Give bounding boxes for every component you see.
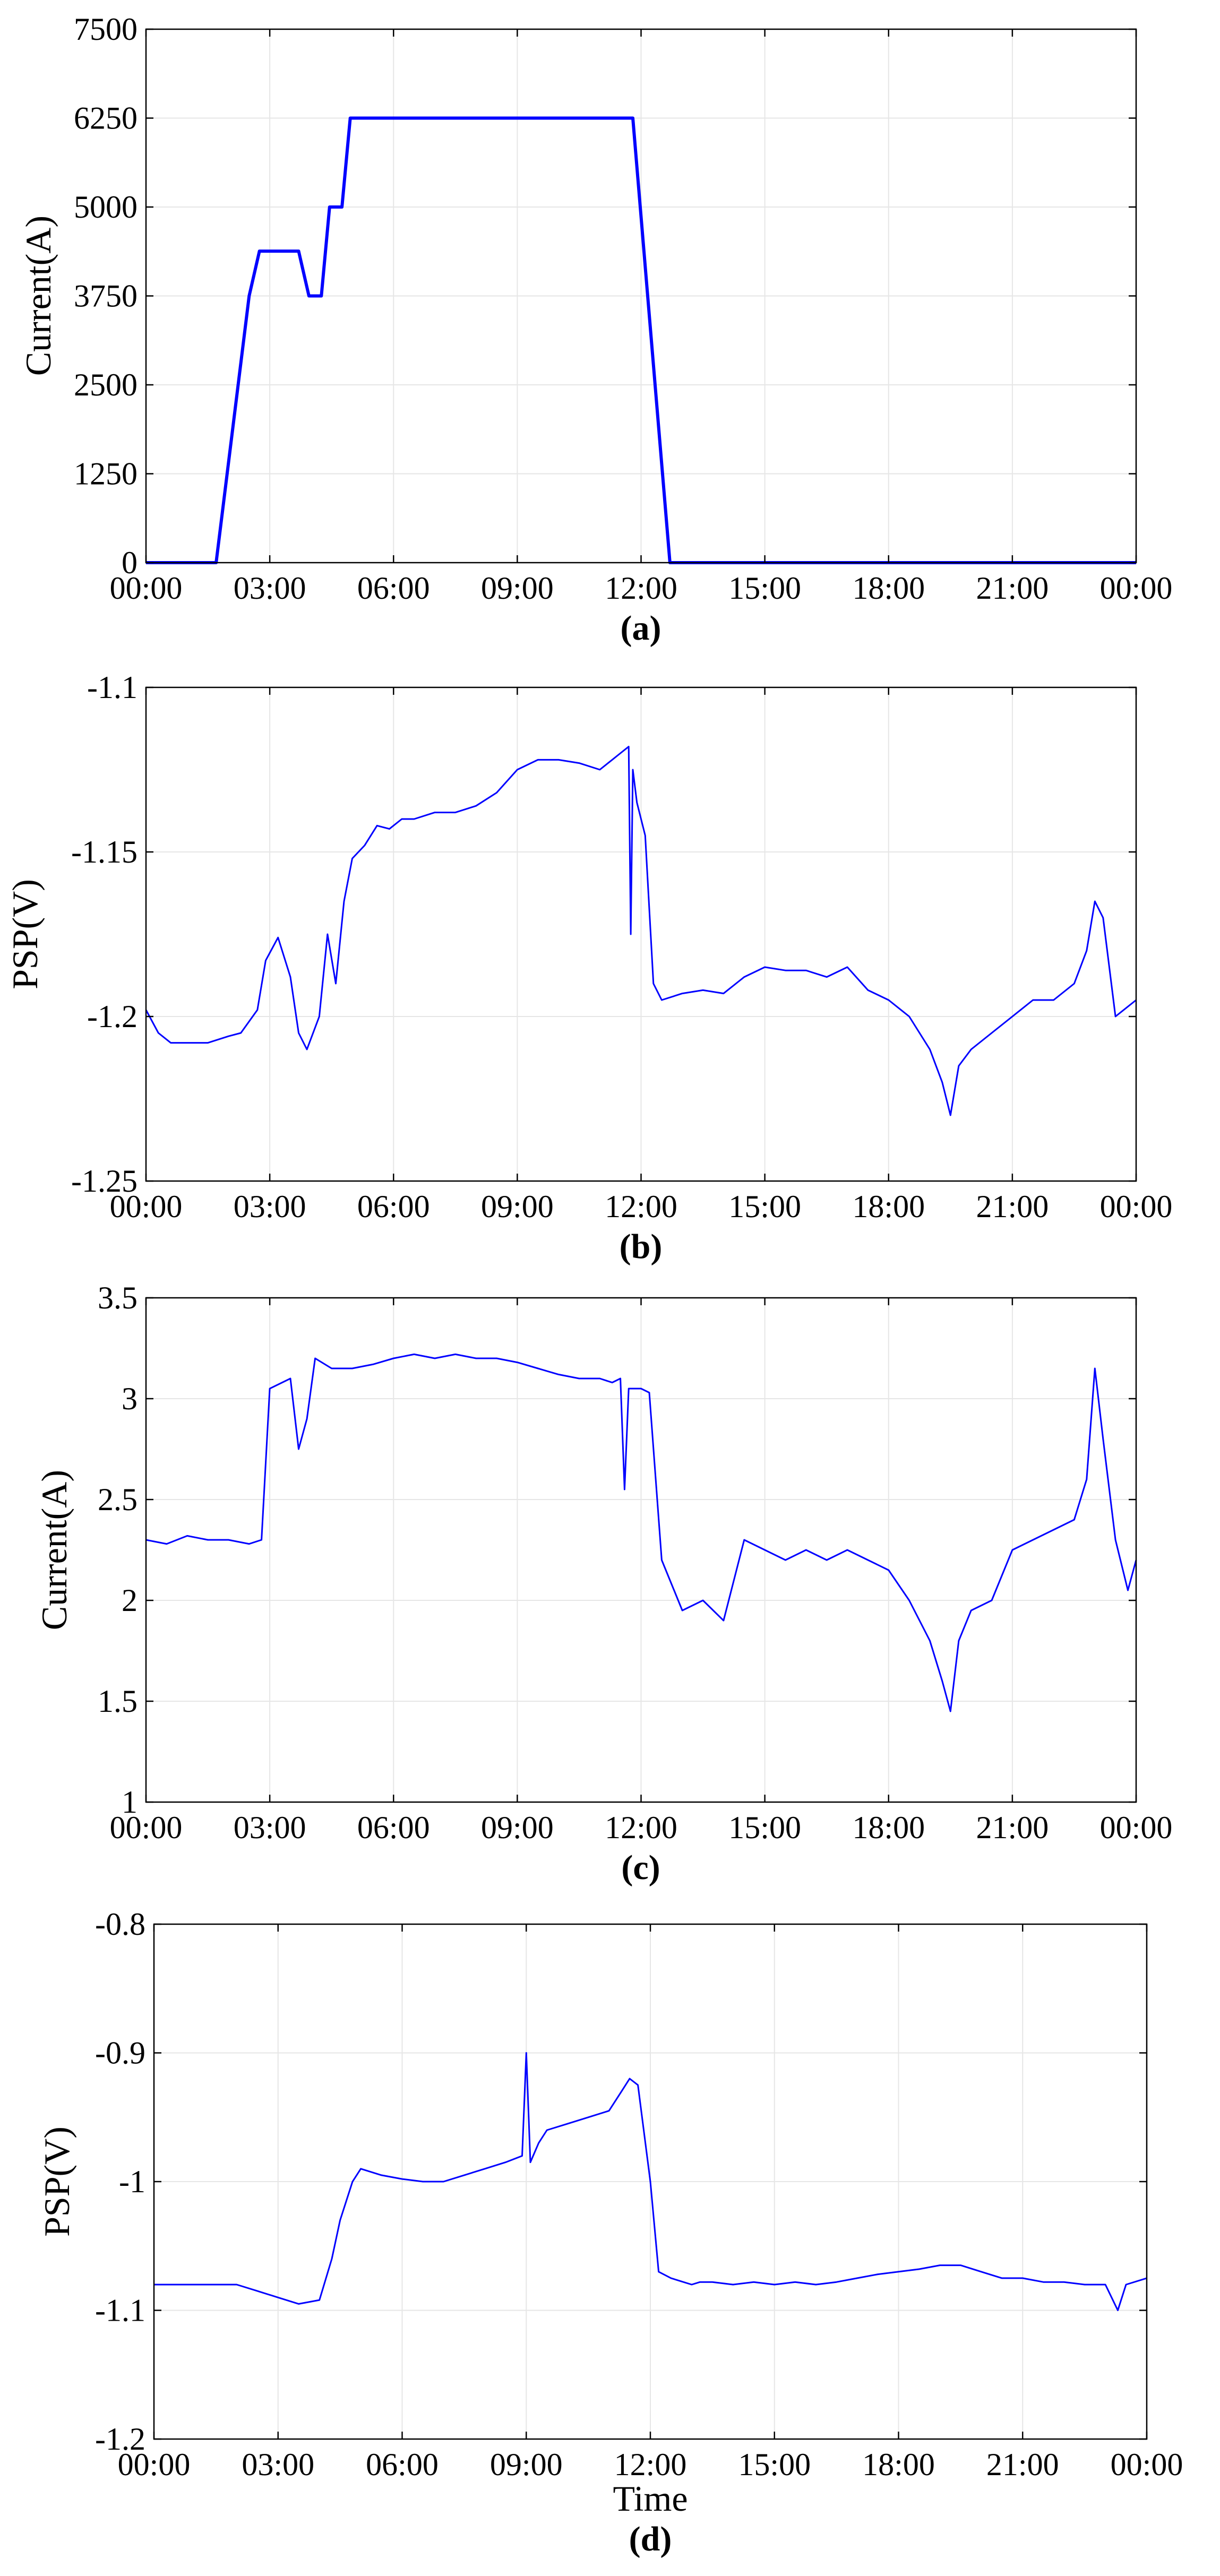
y-axis-label-b: PSP(V) <box>5 879 45 989</box>
x-tick-label: 00:00 <box>110 1810 183 1845</box>
x-tick-label: 15:00 <box>728 1810 801 1845</box>
series-a <box>146 116 1136 564</box>
x-tick-label: 12:00 <box>605 571 677 606</box>
y-ticks-d: -1.2 -1.1 -1 -0.9 -0.8 <box>95 1907 1147 2457</box>
series-line-c <box>145 1353 1137 1712</box>
x-tick-label: 12:00 <box>605 1189 677 1224</box>
y-tick-label: -1.1 <box>87 670 138 705</box>
x-tick-label: 21:00 <box>976 1189 1049 1224</box>
x-tick-label: 00:00 <box>110 571 183 606</box>
panel-label-c: (c) <box>621 1848 660 1887</box>
x-tick-label: 09:00 <box>490 2447 563 2482</box>
x-tick-label: 09:00 <box>481 1189 554 1224</box>
series-c <box>145 1353 1137 1712</box>
x-tick-label: 00:00 <box>1100 1810 1173 1845</box>
x-tick-label: 21:00 <box>986 2447 1059 2482</box>
x-ticks-a: 00:00 03:00 06:00 09:00 12:00 15:00 18:00 21:00… <box>110 29 1173 606</box>
y-tick-label: 3750 <box>74 279 138 314</box>
panel-label-a: (a) <box>621 609 661 648</box>
y-tick-label: -1 <box>119 2164 145 2199</box>
x-tick-label: 09:00 <box>481 1810 554 1845</box>
panel-label-d: (d) <box>629 2520 672 2558</box>
x-tick-label: 12:00 <box>605 1810 677 1845</box>
x-tick-label: 00:00 <box>110 1189 183 1224</box>
series-b <box>145 746 1137 1116</box>
y-tick-label: -1.25 <box>71 1164 138 1199</box>
x-tick-label: 06:00 <box>357 1810 430 1845</box>
x-tick-label: 00:00 <box>1100 571 1173 606</box>
x-tick-label: 06:00 <box>357 1189 430 1224</box>
chart-panel-b: 00:00 03:00 06:00 09:00 12:00 15:00 18:00 21:00… <box>5 670 1172 1266</box>
chart-panel-d: 00:00 03:00 06:00 09:00 12:00 15:00 18:00 21:00… <box>37 1907 1183 2558</box>
x-tick-label: 09:00 <box>481 571 554 606</box>
x-tick-label: 18:00 <box>852 1189 925 1224</box>
x-tick-label: 03:00 <box>234 1189 306 1224</box>
x-tick-label: 00:00 <box>1111 2447 1183 2482</box>
x-tick-label: 06:00 <box>366 2447 439 2482</box>
y-tick-label: 7500 <box>74 12 138 47</box>
y-ticks-c: 1 1.5 2 2.5 3 3.5 <box>98 1280 1136 1820</box>
x-tick-label: 18:00 <box>852 571 925 606</box>
y-tick-label: 1.5 <box>98 1684 138 1719</box>
x-tick-label: 03:00 <box>234 571 306 606</box>
series-line-d <box>154 2052 1147 2311</box>
y-ticks-a: 0 1250 2500 3750 5000 6250 7500 <box>74 12 1136 580</box>
y-tick-label: -0.8 <box>95 1907 145 1942</box>
y-tick-label: 0 <box>122 545 138 580</box>
y-tick-label: 3.5 <box>98 1280 138 1315</box>
y-tick-label: 3 <box>122 1381 138 1416</box>
y-tick-label: 2500 <box>74 367 138 402</box>
x-tick-label: 06:00 <box>357 571 430 606</box>
chart-panel-a: 00:00 03:00 06:00 09:00 12:00 15:00 18:00 21:00… <box>18 12 1172 648</box>
panel-label-b: (b) <box>620 1227 663 1266</box>
series-line-a <box>146 116 1136 564</box>
y-axis-label-c: Current(A) <box>34 1470 74 1630</box>
x-tick-label: 21:00 <box>976 1810 1049 1845</box>
x-tick-label: 18:00 <box>852 1810 925 1845</box>
y-tick-label: 5000 <box>74 189 138 225</box>
y-tick-label: -0.9 <box>95 2036 145 2071</box>
y-tick-label: 1250 <box>74 456 138 492</box>
y-axis-label-a: Current(A) <box>18 216 58 376</box>
x-tick-label: 03:00 <box>242 2447 314 2482</box>
y-tick-label: -1.15 <box>71 834 138 869</box>
series-line-b <box>145 746 1137 1116</box>
x-tick-label: 15:00 <box>738 2447 811 2482</box>
y-tick-label: 2 <box>122 1583 138 1618</box>
x-axis-label-d: Time <box>613 2478 688 2519</box>
chart-panel-c: 00:00 03:00 06:00 09:00 12:00 15:00 18:00 21:00… <box>34 1280 1172 1887</box>
x-ticks-c: 00:00 03:00 06:00 09:00 12:00 15:00 18:00 21:00… <box>110 1298 1173 1845</box>
x-tick-label: 21:00 <box>976 571 1049 606</box>
y-tick-label: -1.2 <box>87 999 138 1034</box>
x-tick-label: 12:00 <box>614 2447 687 2482</box>
y-ticks-b: -1.25 -1.2 -1.15 -1.1 <box>71 670 1136 1199</box>
x-tick-label: 00:00 <box>1100 1189 1173 1224</box>
x-tick-label: 00:00 <box>118 2447 191 2482</box>
x-tick-label: 15:00 <box>728 571 801 606</box>
x-ticks-b: 00:00 03:00 06:00 09:00 12:00 15:00 18:00 21:00… <box>110 687 1173 1224</box>
x-ticks-d: 00:00 03:00 06:00 09:00 12:00 15:00 18:00 21:00… <box>118 1924 1183 2482</box>
y-tick-label: 2.5 <box>98 1482 138 1517</box>
y-tick-label: 1 <box>122 1785 138 1820</box>
y-axis-label-d: PSP(V) <box>37 2126 77 2237</box>
y-tick-label: -1.1 <box>95 2293 145 2328</box>
x-tick-label: 03:00 <box>234 1810 306 1845</box>
y-tick-label: 6250 <box>74 101 138 136</box>
x-tick-label: 15:00 <box>728 1189 801 1224</box>
x-tick-label: 18:00 <box>862 2447 935 2482</box>
y-tick-label: -1.2 <box>95 2422 145 2457</box>
series-d <box>154 2052 1147 2311</box>
